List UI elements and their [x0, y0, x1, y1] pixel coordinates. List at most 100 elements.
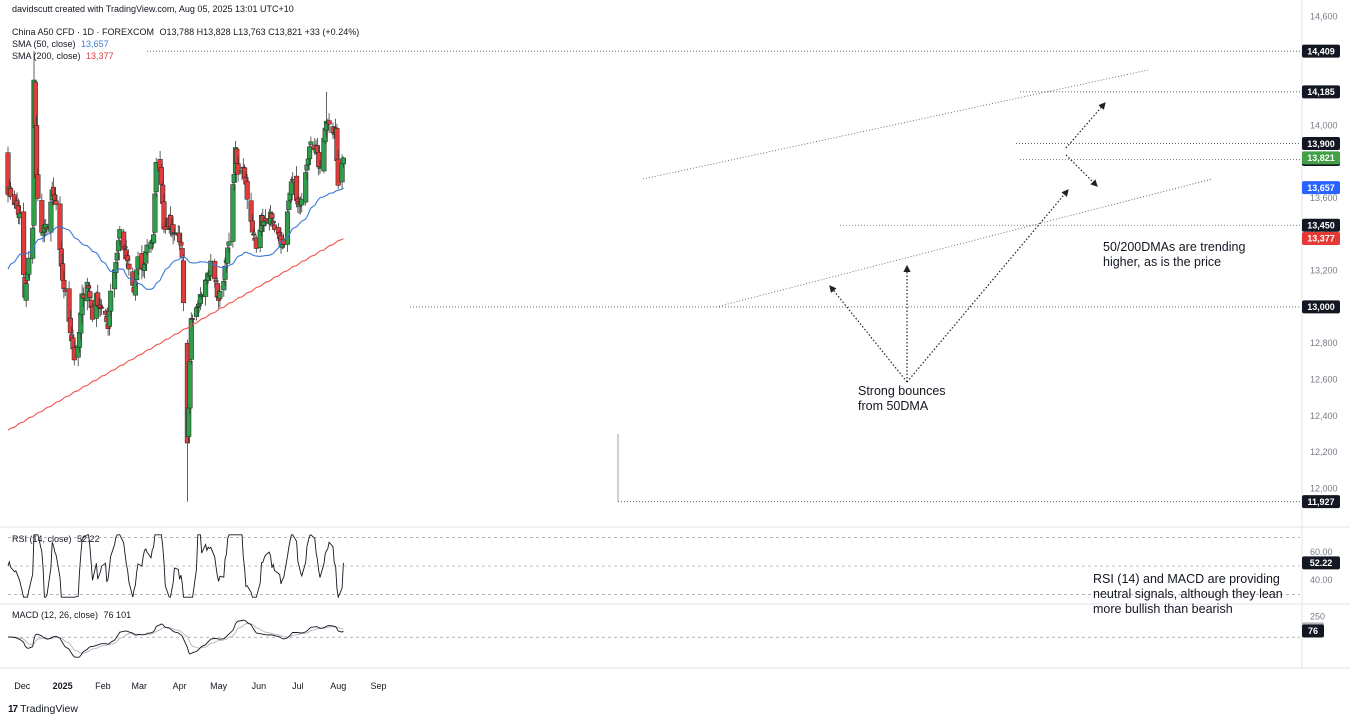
- x-tick-label: Jul: [292, 681, 304, 691]
- candle-body: [180, 260, 187, 303]
- candle-body: [217, 291, 223, 299]
- sma50-badge: 13,657: [1307, 183, 1335, 193]
- sma50-legend[interactable]: SMA (50, close) 13,657: [12, 39, 109, 49]
- sma200-badge: 13,377: [1307, 234, 1335, 244]
- level-badge-bg: [1302, 44, 1340, 58]
- candle-body: [284, 211, 291, 245]
- created-by-label: davidscutt created with TradingView.com,…: [12, 4, 294, 14]
- candle-body: [152, 193, 158, 233]
- candle-body: [48, 201, 54, 233]
- candle-body: [113, 262, 119, 273]
- candle-body: [304, 164, 310, 171]
- candle-body: [8, 188, 14, 197]
- level-badge-bg: [1302, 137, 1340, 151]
- candle-body: [86, 285, 92, 289]
- annotation-arrow: [829, 285, 908, 383]
- candle-body: [40, 232, 46, 236]
- candle-body: [141, 263, 148, 271]
- sma200-legend[interactable]: SMA (200, close) 13,377: [12, 51, 114, 61]
- candle-body: [261, 221, 267, 226]
- last-price-badge-bg: [1302, 151, 1340, 165]
- candle-body: [270, 220, 276, 224]
- candle-body: [67, 317, 73, 334]
- rsi-note-line2: neutral signals, although they lean: [1093, 587, 1283, 601]
- sma50-value: 13,657: [81, 39, 109, 49]
- candle-body: [212, 261, 218, 280]
- candle-body: [231, 173, 237, 183]
- bounce-annotation: Strong bounces from 50DMA: [858, 384, 946, 414]
- candle-body: [269, 213, 275, 219]
- level-badge: 13,000: [1307, 302, 1335, 312]
- x-tick-label: Apr: [173, 681, 187, 691]
- tradingview-brand: TradingView: [20, 703, 78, 715]
- x-tick-label: Sep: [370, 681, 386, 691]
- x-tick-label: Feb: [95, 681, 111, 691]
- level-badge: 14,409: [1307, 46, 1335, 56]
- candle-body: [326, 120, 332, 125]
- rsi-line: [7, 534, 344, 599]
- x-tick-label: May: [210, 681, 228, 691]
- candle-body: [61, 280, 67, 289]
- candle-body: [226, 241, 232, 246]
- candle-body: [213, 280, 219, 282]
- candle-body: [235, 163, 241, 175]
- x-tick-label: Aug: [330, 681, 346, 691]
- candle-body: [115, 240, 122, 252]
- y-tick-label: 13,600: [1310, 193, 1338, 203]
- macd-legend[interactable]: MACD (12, 26, close) 76 101: [12, 610, 131, 620]
- candle-body: [122, 246, 128, 249]
- candle-body: [126, 263, 132, 270]
- level-badge-bg: [1302, 85, 1340, 99]
- annotation-arrow: [906, 189, 1069, 383]
- candle-body: [26, 257, 32, 275]
- candle-body: [151, 234, 157, 244]
- rsi-macd-annotation: RSI (14) and MACD are providing neutral …: [1093, 572, 1283, 617]
- candle-body: [21, 211, 27, 275]
- macd-legend-values: 76 101: [103, 610, 132, 620]
- x-tick-label: 2025: [53, 681, 73, 691]
- candle-body: [221, 280, 227, 291]
- macd-label: MACD (12, 26, close): [12, 610, 99, 620]
- symbol-legend[interactable]: China A50 CFD · 1D · FOREXCOM O13,788 H1…: [12, 27, 359, 37]
- rsi-legend[interactable]: RSI (14, close) 52.22: [12, 534, 100, 544]
- candle-body: [288, 181, 294, 195]
- candle-body: [52, 194, 58, 201]
- y-tick-label: 12,400: [1310, 411, 1338, 421]
- level-badge-bg: [1302, 300, 1340, 314]
- candle-body: [225, 247, 231, 264]
- y-tick-label: 13,200: [1310, 266, 1338, 276]
- candle-body: [99, 306, 105, 309]
- candle-body: [303, 172, 309, 203]
- ohlc-values: O13,788 H13,828 L13,763 C13,821 +33 (+0.…: [159, 27, 360, 37]
- candle-body: [35, 174, 41, 199]
- x-tick-label: Dec: [14, 681, 31, 691]
- channel-upper-line: [642, 69, 1149, 180]
- rsi-badge: 52.22: [1310, 558, 1333, 568]
- rsi-label: RSI (14, close): [12, 534, 72, 544]
- bounce-line1: Strong bounces: [858, 384, 946, 398]
- x-tick-label: Mar: [132, 681, 148, 691]
- sma50-label: SMA (50, close): [12, 39, 76, 49]
- candle-body: [271, 224, 278, 230]
- candle-body: [171, 232, 177, 234]
- rsi-legend-value: 52.22: [77, 534, 100, 544]
- level-badge: 13,900: [1307, 139, 1335, 149]
- tradingview-mark-icon: 17: [8, 703, 18, 715]
- sma200-badge-bg: [1302, 231, 1340, 245]
- sma200-label: SMA (200, close): [12, 51, 81, 61]
- y-tick-label: 12,600: [1310, 375, 1338, 385]
- tradingview-logo[interactable]: 17 TradingView: [8, 703, 78, 715]
- macd-signal-line: [7, 623, 344, 654]
- candle-body: [190, 318, 196, 320]
- candle-body: [53, 200, 59, 205]
- candle-body: [230, 184, 236, 242]
- x-tick-label: Jun: [252, 681, 267, 691]
- macd-line: [7, 619, 344, 658]
- candle-body: [249, 220, 255, 233]
- candle-body: [316, 152, 322, 168]
- candle-body: [144, 244, 150, 253]
- annotation-arrow: [1065, 154, 1098, 187]
- rsi-note-line1: RSI (14) and MACD are providing: [1093, 572, 1280, 586]
- macd-badge: 76: [1308, 626, 1318, 636]
